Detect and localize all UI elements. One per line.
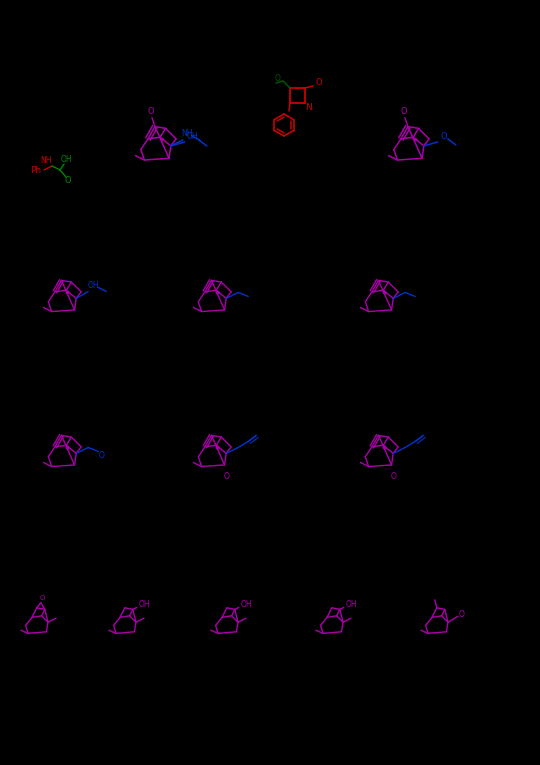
Text: O: O bbox=[316, 77, 322, 86]
Text: O: O bbox=[441, 132, 447, 142]
Text: NH: NH bbox=[181, 129, 193, 138]
Text: O: O bbox=[390, 473, 396, 481]
Text: O: O bbox=[40, 594, 45, 601]
Text: O: O bbox=[65, 175, 71, 184]
Text: OH: OH bbox=[187, 132, 199, 142]
Text: O: O bbox=[147, 107, 154, 116]
Text: OH: OH bbox=[139, 600, 151, 609]
Text: OH: OH bbox=[346, 600, 357, 609]
Text: O: O bbox=[224, 473, 230, 481]
Text: O: O bbox=[98, 451, 104, 460]
Text: OH: OH bbox=[87, 281, 99, 290]
Text: O: O bbox=[459, 610, 465, 619]
Text: NH: NH bbox=[40, 155, 52, 164]
Text: Ph: Ph bbox=[30, 165, 41, 174]
Text: N: N bbox=[305, 103, 312, 112]
Text: OH: OH bbox=[241, 600, 253, 609]
Text: O: O bbox=[401, 107, 407, 116]
Text: OH: OH bbox=[60, 155, 72, 164]
Text: O: O bbox=[275, 73, 281, 83]
